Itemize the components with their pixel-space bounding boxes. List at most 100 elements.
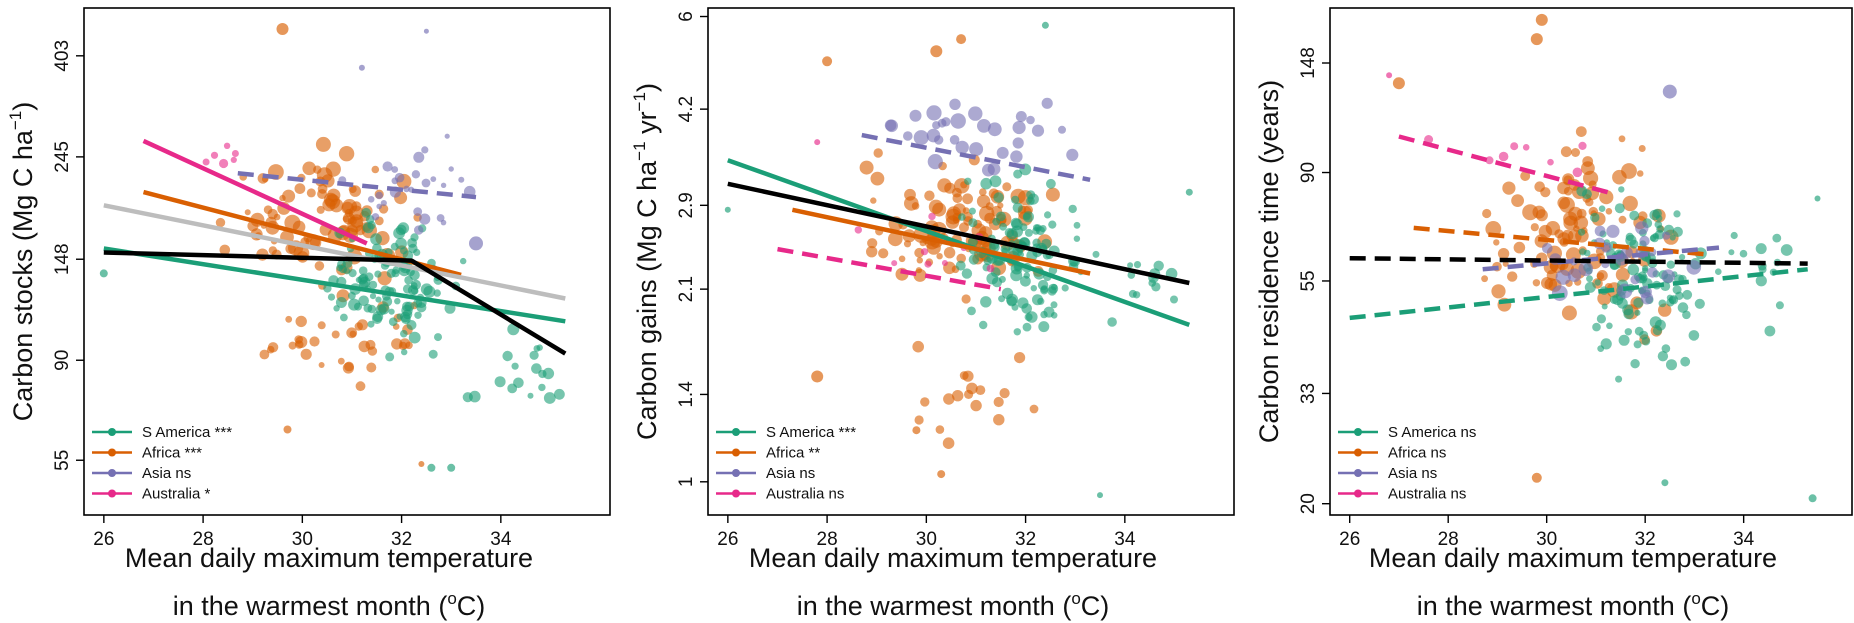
data-point-s-america (1033, 224, 1040, 232)
y-tick-label: 6 (676, 11, 697, 22)
data-point-africa (1561, 305, 1577, 321)
x-tick-label: 28 (1438, 529, 1459, 550)
data-point-s-america (531, 363, 542, 374)
data-point-africa (867, 238, 878, 249)
data-point-asia (458, 176, 465, 183)
data-point-asia (926, 105, 942, 121)
data-point-s-america (375, 296, 382, 303)
data-point-asia (371, 213, 380, 221)
data-point-asia (430, 176, 437, 183)
data-point-s-america (1682, 289, 1693, 300)
legend-label: Africa ** (766, 445, 820, 462)
data-point-africa (1497, 248, 1510, 260)
data-point-s-america (1730, 231, 1738, 240)
x-tick-label: 30 (1536, 529, 1557, 550)
data-point-s-america (1772, 233, 1782, 243)
data-point-s-america (1026, 311, 1038, 323)
data-point-asia (949, 98, 961, 111)
data-point-s-america (378, 303, 390, 315)
data-point-africa (1618, 135, 1626, 143)
data-point-s-america (1638, 271, 1647, 280)
data-point-s-america (1666, 294, 1673, 301)
y-tick-label: 90 (1298, 162, 1319, 183)
y-tick-label: 148 (52, 243, 73, 275)
x-tick-label: 34 (490, 529, 512, 550)
x-axis-title-line1: Mean daily maximum temperature (1369, 543, 1777, 573)
data-point-africa (912, 426, 921, 435)
data-point-s-america (1630, 359, 1640, 369)
data-point-africa (904, 188, 916, 201)
data-point-s-america (1068, 204, 1077, 214)
data-point-s-america (1780, 244, 1793, 256)
data-point-asia (982, 163, 995, 177)
data-point-s-america (1022, 322, 1032, 332)
data-point-s-america (1170, 295, 1178, 304)
data-point-africa (926, 240, 941, 255)
data-point-africa (266, 345, 275, 354)
data-point-s-america (1739, 249, 1748, 258)
data-point-africa (1621, 163, 1637, 179)
data-point-s-america (968, 207, 976, 215)
data-point-s-america (1041, 21, 1049, 29)
data-point-asia (909, 109, 922, 122)
data-point-africa (315, 136, 331, 152)
x-tick-label: 34 (1733, 529, 1755, 550)
data-point-s-america (1672, 285, 1682, 295)
data-point-s-america (1657, 351, 1669, 362)
data-point-s-america (413, 248, 421, 256)
data-point-s-america (386, 268, 396, 278)
data-point-africa (1535, 209, 1548, 222)
data-point-s-america (1012, 202, 1023, 213)
legend-marker (732, 469, 740, 477)
data-point-africa (962, 370, 974, 382)
data-point-africa (279, 194, 286, 202)
data-point-s-america (361, 207, 372, 218)
data-point-s-america (991, 277, 1003, 288)
data-point-s-america (1673, 210, 1681, 218)
data-point-asia (987, 122, 1002, 137)
data-point-s-america (967, 306, 976, 316)
data-point-africa (913, 268, 927, 282)
data-point-s-america (1132, 291, 1141, 299)
data-point-s-america (99, 269, 108, 278)
data-point-africa (244, 209, 251, 216)
legend: S America *** Africa *** Asia ns Australia … (92, 424, 232, 503)
data-point-asia (934, 135, 944, 145)
data-point-australia (1498, 151, 1509, 162)
data-point-africa (367, 346, 378, 356)
data-point-s-america (980, 296, 992, 308)
data-point-s-america (401, 348, 408, 356)
y-tick-label: 148 (1298, 47, 1319, 79)
data-point-asia (1542, 243, 1553, 254)
data-point-africa (942, 437, 955, 450)
data-point-s-america (1039, 225, 1047, 233)
data-point-africa (1513, 241, 1526, 254)
data-point-s-america (1672, 226, 1683, 237)
data-point-africa (1481, 275, 1488, 283)
data-point-s-america (955, 260, 966, 271)
data-point-africa (1599, 190, 1614, 205)
fit-line-australia (777, 246, 1002, 292)
data-point-africa (1618, 215, 1627, 224)
data-point-australia (230, 156, 237, 163)
data-point-s-america (1728, 249, 1735, 256)
data-point-s-america (343, 267, 351, 275)
data-point-africa (1507, 271, 1518, 282)
data-point-australia (924, 260, 932, 268)
data-point-africa (914, 415, 924, 425)
fit-line-asia (861, 132, 1091, 183)
data-point-africa (937, 470, 946, 479)
data-point-s-america (1618, 334, 1630, 346)
data-point-asia (421, 178, 431, 188)
data-point-s-america (1011, 303, 1019, 311)
data-point-africa (878, 248, 889, 259)
data-point-s-america (494, 376, 506, 388)
data-point-africa (920, 397, 930, 407)
data-point-africa (979, 205, 995, 222)
data-point-asia (913, 130, 929, 146)
data-point-africa (976, 194, 991, 208)
data-point-africa (317, 321, 326, 330)
data-point-africa (418, 461, 425, 467)
data-point-africa (952, 187, 962, 198)
data-point-africa (859, 160, 874, 175)
